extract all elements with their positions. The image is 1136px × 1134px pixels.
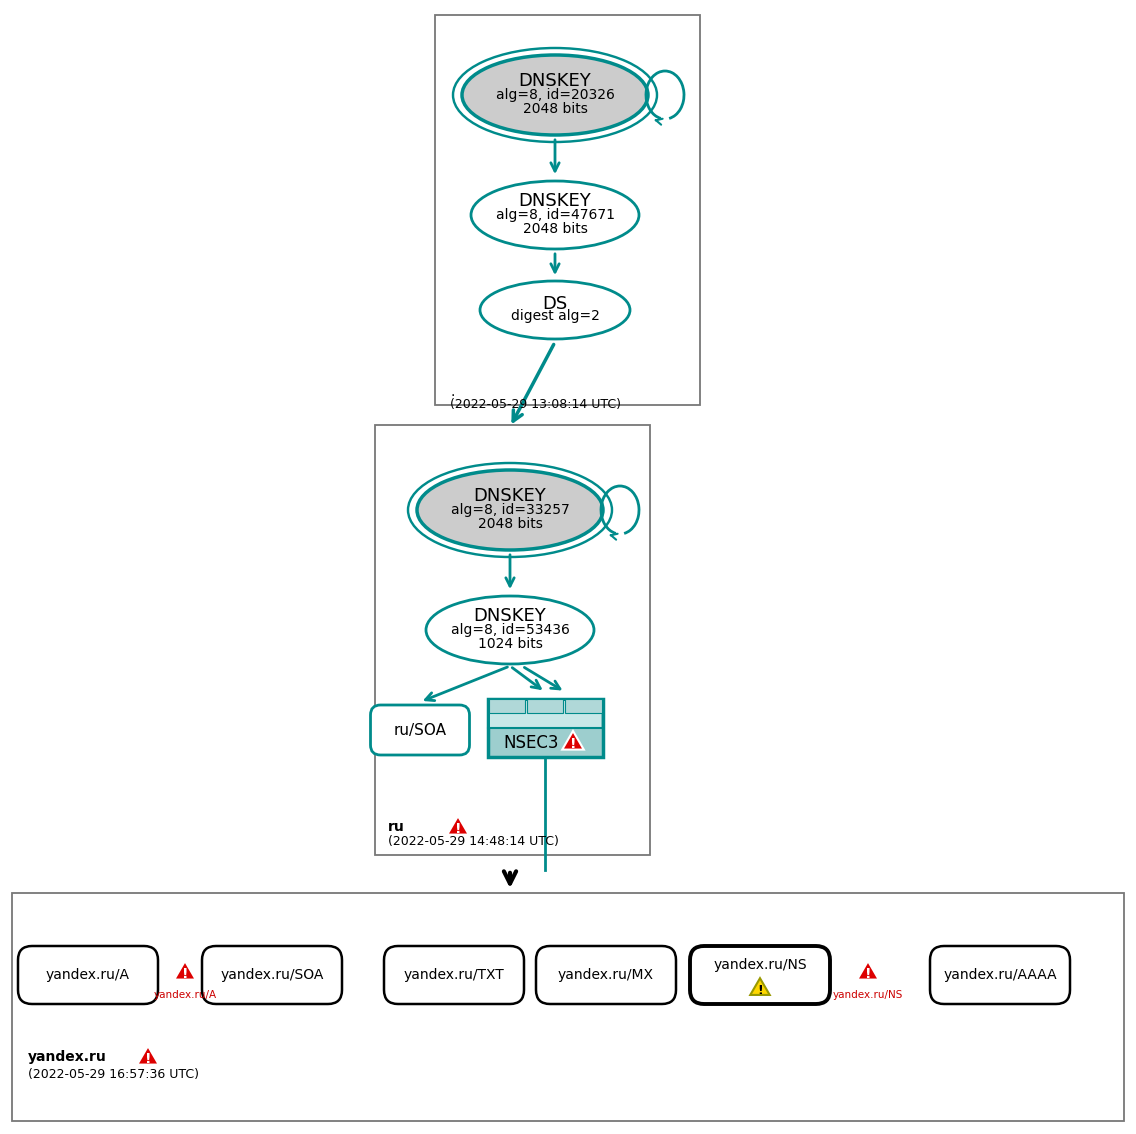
- Text: .: .: [450, 386, 454, 399]
- FancyBboxPatch shape: [690, 946, 830, 1004]
- Text: yandex.ru/A: yandex.ru/A: [45, 968, 130, 982]
- Text: 2048 bits: 2048 bits: [477, 517, 542, 531]
- Text: !: !: [864, 967, 871, 981]
- FancyBboxPatch shape: [375, 425, 650, 855]
- Ellipse shape: [481, 281, 630, 339]
- Text: !: !: [182, 967, 189, 981]
- Text: NSEC3: NSEC3: [503, 734, 559, 752]
- Text: yandex.ru/MX: yandex.ru/MX: [558, 968, 654, 982]
- Text: DNSKEY: DNSKEY: [519, 71, 592, 90]
- Text: ru/SOA: ru/SOA: [393, 722, 446, 737]
- Text: yandex.ru: yandex.ru: [28, 1050, 107, 1064]
- Text: digest alg=2: digest alg=2: [510, 308, 600, 323]
- Polygon shape: [448, 816, 469, 835]
- Text: alg=8, id=33257: alg=8, id=33257: [451, 503, 569, 517]
- Polygon shape: [562, 731, 584, 750]
- Text: yandex.ru/TXT: yandex.ru/TXT: [403, 968, 504, 982]
- Text: DNSKEY: DNSKEY: [474, 607, 546, 625]
- Text: !: !: [144, 1052, 151, 1066]
- Text: ru: ru: [389, 820, 404, 833]
- Ellipse shape: [417, 469, 603, 550]
- FancyBboxPatch shape: [488, 699, 525, 713]
- Text: (2022-05-29 16:57:36 UTC): (2022-05-29 16:57:36 UTC): [28, 1068, 199, 1081]
- Text: yandex.ru/NS: yandex.ru/NS: [833, 990, 903, 1000]
- Text: 1024 bits: 1024 bits: [477, 637, 542, 651]
- Text: yandex.ru/AAAA: yandex.ru/AAAA: [943, 968, 1056, 982]
- Text: alg=8, id=20326: alg=8, id=20326: [495, 88, 615, 102]
- Ellipse shape: [462, 56, 648, 135]
- Text: DNSKEY: DNSKEY: [474, 486, 546, 505]
- Ellipse shape: [471, 181, 638, 249]
- Text: (2022-05-29 14:48:14 UTC): (2022-05-29 14:48:14 UTC): [389, 835, 559, 848]
- FancyBboxPatch shape: [18, 946, 158, 1004]
- FancyBboxPatch shape: [490, 701, 601, 728]
- Text: yandex.ru/A: yandex.ru/A: [153, 990, 217, 1000]
- FancyBboxPatch shape: [384, 946, 524, 1004]
- Text: !: !: [454, 822, 461, 836]
- Text: 2048 bits: 2048 bits: [523, 222, 587, 236]
- FancyBboxPatch shape: [930, 946, 1070, 1004]
- Text: alg=8, id=47671: alg=8, id=47671: [495, 208, 615, 222]
- Text: DS: DS: [542, 295, 568, 313]
- Ellipse shape: [426, 596, 594, 665]
- Text: 2048 bits: 2048 bits: [523, 102, 587, 116]
- FancyBboxPatch shape: [487, 699, 602, 758]
- Text: alg=8, id=53436: alg=8, id=53436: [451, 623, 569, 637]
- FancyBboxPatch shape: [202, 946, 342, 1004]
- FancyBboxPatch shape: [12, 892, 1124, 1122]
- Polygon shape: [858, 960, 879, 980]
- Polygon shape: [750, 979, 770, 995]
- Polygon shape: [137, 1046, 159, 1065]
- FancyBboxPatch shape: [536, 946, 676, 1004]
- Text: yandex.ru/SOA: yandex.ru/SOA: [220, 968, 324, 982]
- Text: yandex.ru/NS: yandex.ru/NS: [713, 958, 807, 972]
- FancyBboxPatch shape: [527, 699, 563, 713]
- FancyBboxPatch shape: [370, 705, 469, 755]
- Text: (2022-05-29 13:08:14 UTC): (2022-05-29 13:08:14 UTC): [450, 398, 621, 411]
- FancyBboxPatch shape: [566, 699, 601, 713]
- Polygon shape: [174, 960, 195, 980]
- Text: !: !: [570, 737, 576, 751]
- Text: DNSKEY: DNSKEY: [519, 192, 592, 210]
- FancyBboxPatch shape: [435, 15, 700, 405]
- Text: !: !: [757, 983, 763, 997]
